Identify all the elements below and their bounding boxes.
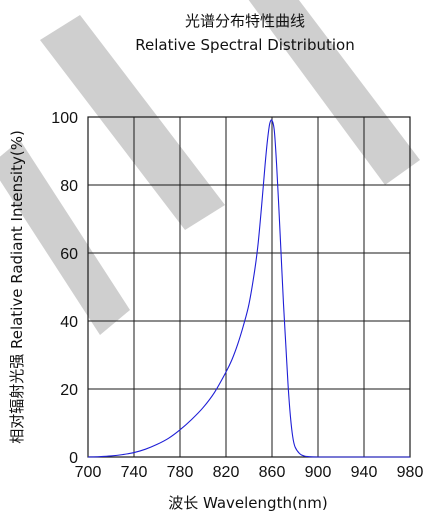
chart-title: 光谱分布特性曲线	[185, 12, 305, 30]
stripe-left	[0, 140, 130, 335]
x-axis-label: 波长 Wavelength(nm)	[168, 494, 328, 512]
x-tick-label-6: 940	[351, 464, 378, 481]
stripe-top-left	[40, 15, 225, 230]
series-group	[87, 119, 410, 458]
x-tick-label-0: 700	[75, 464, 102, 481]
x-tick-labels: 700 740 780 820 860 900 940 980	[75, 464, 424, 481]
x-tick-label-3: 820	[213, 464, 240, 481]
y-tick-label-1: 20	[60, 382, 78, 399]
y-axis-label: 相对辐射光强 Relative Radiant Intensity(%)	[8, 130, 26, 444]
x-tick-label-7: 980	[397, 464, 424, 481]
y-tick-label-4: 80	[60, 178, 78, 195]
y-tick-labels: 0 20 40 60 80 100	[51, 110, 78, 467]
y-tick-label-2: 40	[60, 314, 78, 331]
x-tick-label-5: 900	[305, 464, 332, 481]
x-tick-label-1: 740	[121, 464, 148, 481]
series-line-0	[87, 119, 410, 458]
plot-frame	[87, 116, 411, 458]
stripe-top-right	[248, 0, 420, 185]
chart-subtitle: Relative Spectral Distribution	[135, 36, 354, 54]
background-stripes	[0, 0, 420, 335]
y-tick-label-5: 100	[51, 110, 78, 127]
x-tick-label-2: 780	[167, 464, 194, 481]
grid-lines	[87, 116, 411, 458]
y-tick-label-0: 0	[69, 450, 78, 467]
y-tick-label-3: 60	[60, 246, 78, 263]
x-tick-label-4: 860	[259, 464, 286, 481]
